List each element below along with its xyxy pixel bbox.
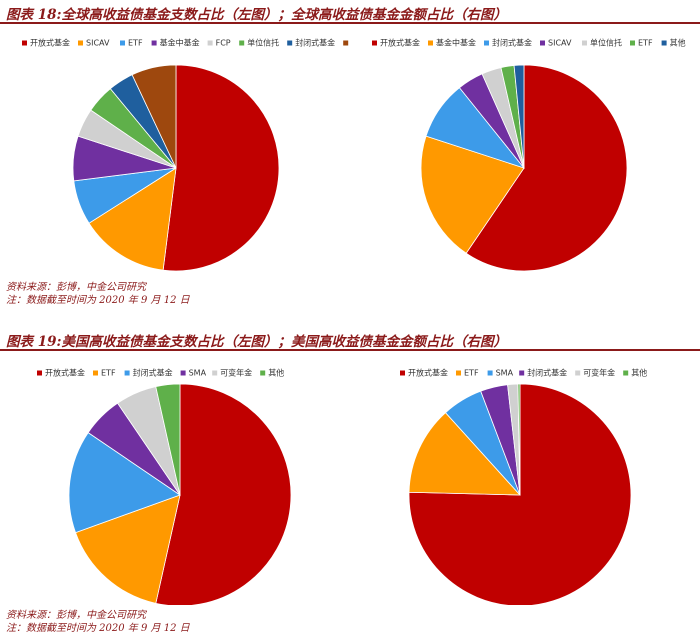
legend-swatch-0-1	[78, 40, 83, 46]
legend-label-3-2: SMA	[496, 369, 514, 378]
legend-swatch-1-2	[484, 40, 489, 46]
figure19-source: 资料来源：彭博，中金公司研究	[6, 610, 146, 621]
legend-swatch-2-4	[212, 370, 218, 376]
figure18-rule	[0, 22, 700, 24]
pie-slice-3-1	[408, 412, 521, 496]
legend-label-1-6: 其他	[670, 38, 686, 48]
legend-swatch-1-6	[661, 40, 667, 46]
legend-swatch-3-2	[487, 370, 493, 376]
legend-label-1-3: SICAV	[548, 39, 572, 48]
legend-swatch-3-1	[456, 370, 461, 376]
figure18-title: 图表 18:全球高收益债基金支数占比（左图）；全球高收益债基金金额占比（右图）	[6, 7, 507, 23]
legend-label-1-4: 单位信托	[590, 38, 622, 48]
legend-swatch-0-7	[343, 40, 349, 46]
legend-label-3-4: 可变年金	[583, 368, 615, 378]
legend-swatch-1-5	[630, 40, 635, 46]
us-amount-pie-chart: 开放式基金 ETF SMA 封闭式基金 可变年金 其他	[400, 368, 647, 605]
legend-label-1-5: ETF	[638, 39, 653, 48]
legend-label-2-2: 封闭式基金	[133, 368, 173, 378]
legend-label-2-4: 可变年金	[220, 368, 252, 378]
global-count-pie-chart: 开放式基金SICAVETF基金中基金FCP单位信托封闭式基金其他	[22, 38, 349, 272]
legend-label-0-3: 基金中基金	[160, 38, 200, 48]
legend-label-2-5: 其他	[268, 368, 284, 378]
pie-slice-1-6	[513, 64, 525, 169]
legend-swatch-0-6	[287, 40, 293, 46]
legend-label-0-6: 封闭式基金	[295, 38, 335, 48]
legend-label-3-3: 封闭式基金	[527, 368, 567, 378]
legend-swatch-2-5	[260, 370, 266, 376]
legend-label-0-1: SICAV	[86, 39, 110, 48]
legend-swatch-3-4	[575, 370, 581, 376]
legend-swatch-0-2	[120, 40, 125, 46]
legend-label-3-0: 开放式基金	[408, 368, 448, 378]
legend-swatch-1-4	[582, 40, 587, 46]
pie-slice-0-0	[162, 64, 280, 272]
figure19-note: 注：数据截至时间为 2020 年 9 月 12 日	[6, 623, 190, 634]
figure19-title: 图表 19:美国高收益债基金支数占比（左图）；美国高收益债基金金额占比（右图）	[6, 334, 507, 350]
legend-swatch-1-1	[428, 40, 433, 46]
legend-label-2-1: ETF	[101, 369, 116, 378]
legend-swatch-0-0	[22, 40, 27, 46]
legend-swatch-3-5	[623, 370, 629, 376]
pie-slice-2-2	[68, 432, 181, 534]
legend-label-0-5: 单位信托	[247, 38, 279, 48]
legend-label-3-5: 其他	[631, 368, 647, 378]
legend-swatch-2-2	[124, 370, 130, 376]
us-count-pie-chart: 开放式基金 ETF 封闭式基金 SMA 可变年金 其他	[37, 368, 292, 605]
legend-swatch-3-0	[400, 370, 405, 376]
legend-label-0-2: ETF	[128, 39, 143, 48]
legend-swatch-1-0	[372, 40, 377, 46]
legend-swatch-1-3	[540, 40, 545, 46]
legend-swatch-0-5	[239, 40, 245, 46]
pie-slice-2-5	[155, 383, 181, 496]
pie-slice-2-1	[75, 494, 181, 604]
legend-label-2-3: SMA	[189, 369, 207, 378]
pie-slice-1-0	[465, 64, 628, 272]
pie-slice-0-1	[88, 167, 177, 271]
legend-swatch-0-4	[207, 40, 213, 46]
legend-label-0-4: FCP	[216, 39, 231, 48]
legend-label-3-1: ETF	[464, 369, 479, 378]
figure19-rule	[0, 349, 700, 351]
pie-slice-1-1	[420, 135, 525, 254]
legend-swatch-3-3	[519, 370, 525, 376]
pie-slice-0-7	[131, 64, 177, 169]
pie-slice-3-5	[517, 383, 521, 496]
global-amount-pie-chart: 开放式基金 基金中基金 封闭式基金 SICAV 单位信托 ETF 其他	[372, 38, 686, 272]
legend-label-0-0: 开放式基金	[30, 38, 70, 48]
legend-swatch-2-0	[37, 370, 42, 376]
legend-swatch-2-3	[180, 370, 186, 376]
figure18-note: 注：数据截至时间为 2020 年 9 月 12 日	[6, 295, 190, 306]
legend-swatch-2-1	[93, 370, 98, 376]
pie-slice-2-0	[155, 383, 292, 605]
legend-label-2-0: 开放式基金	[45, 368, 85, 378]
legend-label-1-1: 基金中基金	[436, 38, 476, 48]
legend-label-1-0: 开放式基金	[380, 38, 420, 48]
legend-swatch-0-3	[151, 40, 157, 46]
figure18-source: 资料来源：彭博，中金公司研究	[6, 282, 146, 293]
legend-label-1-2: 封闭式基金	[492, 38, 532, 48]
